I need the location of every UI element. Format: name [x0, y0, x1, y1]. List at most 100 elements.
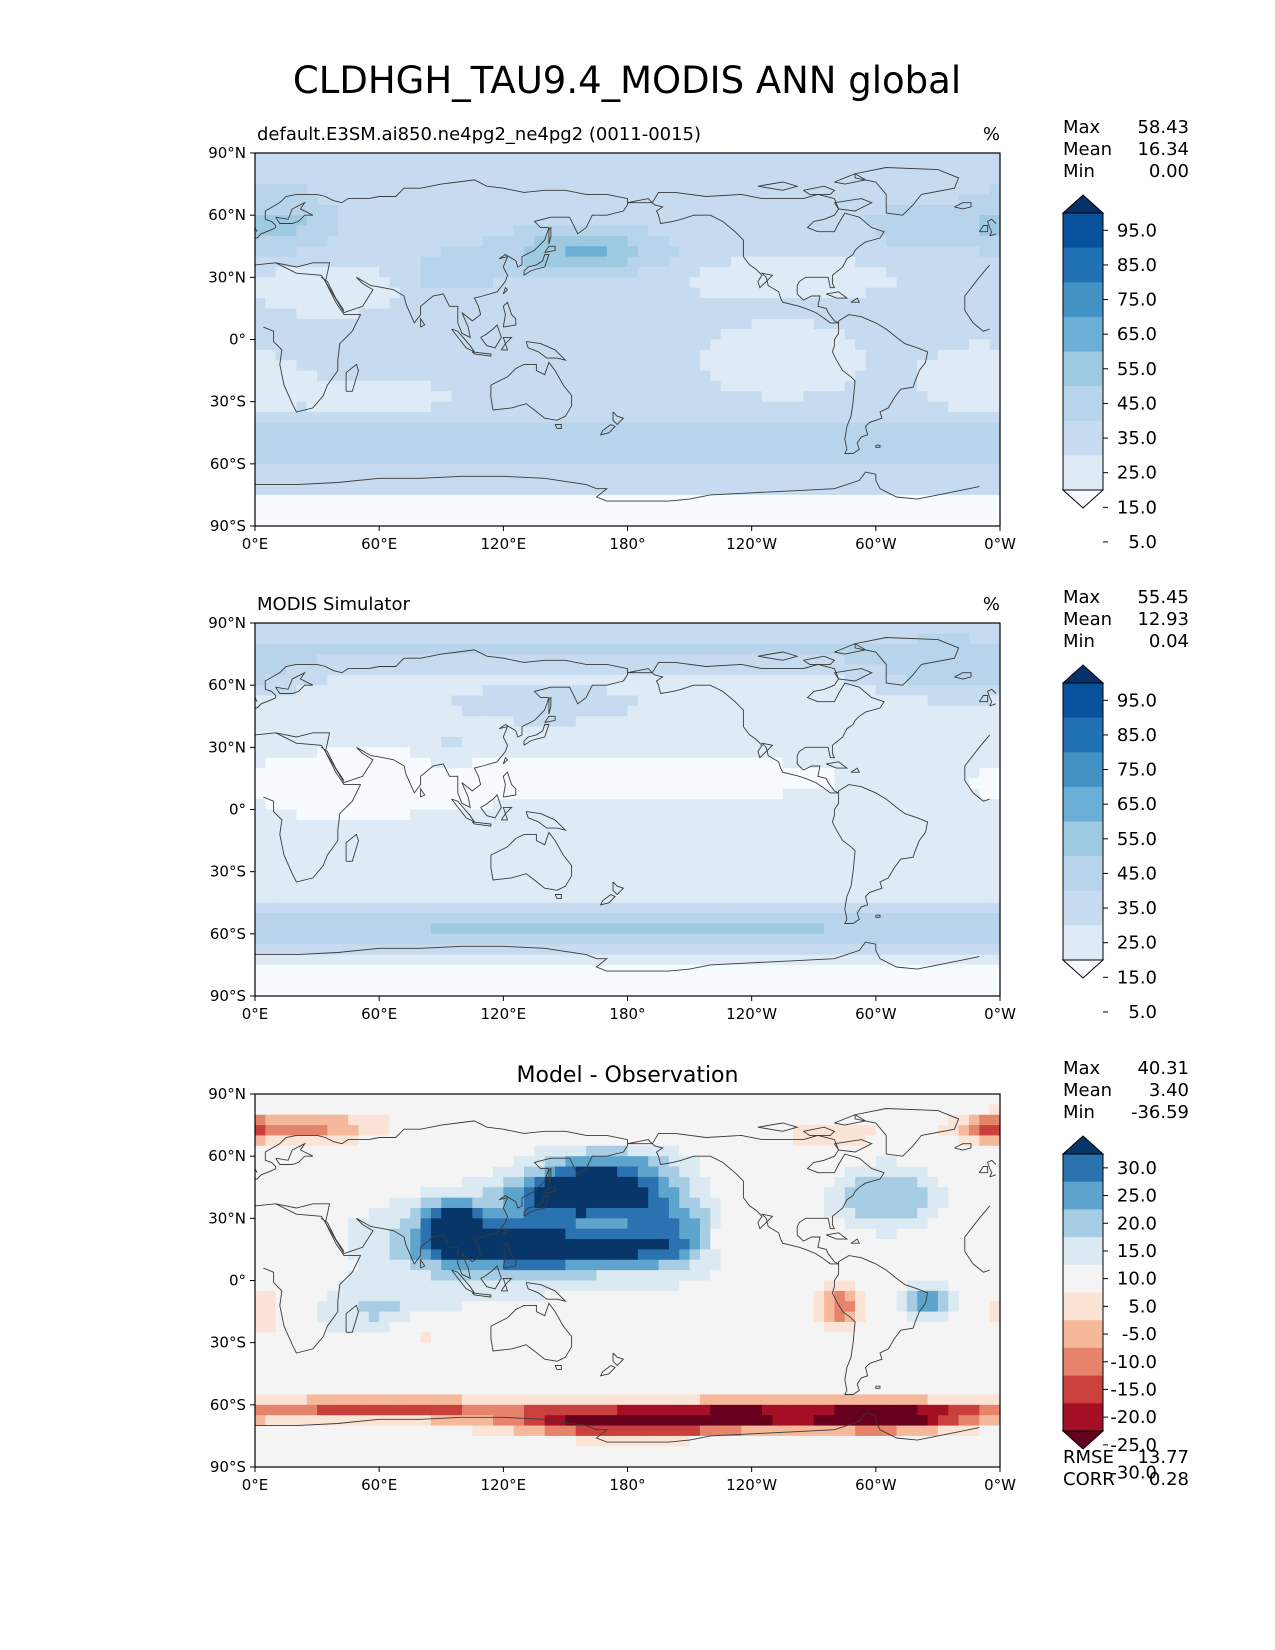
field-cell — [813, 819, 825, 831]
field-cell — [555, 287, 567, 299]
field-cell — [927, 184, 939, 196]
field-cell — [472, 757, 484, 769]
field-cell — [430, 788, 442, 800]
field-cell — [906, 913, 918, 925]
field-cell — [751, 453, 763, 465]
field-cell — [492, 505, 504, 517]
field-cell — [575, 184, 587, 196]
field-cell — [937, 902, 949, 914]
field-cell — [741, 391, 753, 403]
field-cell — [865, 173, 877, 185]
field-cell — [917, 494, 929, 506]
field-cell — [275, 944, 287, 956]
field-cell — [958, 318, 970, 330]
field-cell — [710, 840, 722, 852]
field-cell — [813, 633, 825, 645]
field-cell — [627, 246, 639, 258]
field-cell — [865, 850, 877, 862]
field-cell — [886, 194, 898, 206]
field-cell — [503, 484, 515, 496]
colorbar-frame — [1062, 212, 1104, 491]
field-cell — [368, 370, 380, 382]
field-cell — [844, 799, 856, 811]
field-cell — [503, 463, 515, 475]
field-cell — [855, 716, 867, 728]
field-cell — [358, 799, 370, 811]
field-cell — [337, 736, 349, 748]
field-cell — [762, 246, 773, 258]
field-cell — [979, 153, 991, 164]
field-cell — [492, 329, 504, 341]
field-cell — [855, 726, 867, 738]
field-cell — [793, 685, 805, 697]
field-cell — [461, 380, 473, 392]
field-cell — [834, 194, 846, 206]
field-cell — [875, 840, 887, 852]
field-cell — [430, 902, 442, 914]
field-cell — [524, 861, 535, 873]
field-cell — [720, 298, 732, 310]
field-cell — [265, 298, 277, 310]
field-cell — [441, 736, 453, 748]
field-cell — [637, 215, 649, 227]
field-cell — [989, 819, 1000, 831]
y-tick-label: 0° — [229, 331, 246, 349]
field-cell — [555, 809, 567, 821]
field-cell — [658, 184, 670, 196]
field-cell — [513, 204, 525, 216]
field-cell — [461, 308, 473, 320]
field-cell — [410, 235, 422, 247]
field-cell — [565, 308, 577, 320]
field-cell — [410, 850, 422, 862]
field-cell — [451, 944, 463, 956]
field-cell — [679, 913, 691, 925]
field-cell — [793, 173, 805, 185]
field-cell — [865, 664, 877, 676]
field-cell — [689, 623, 701, 634]
field-cell — [958, 913, 970, 925]
field-cell — [513, 256, 525, 268]
field-cell — [275, 287, 287, 299]
field-cell — [730, 923, 742, 935]
field-cell — [875, 819, 887, 831]
field-cell — [648, 153, 660, 164]
field-cell — [472, 830, 484, 842]
field-cell — [451, 298, 463, 310]
field-cell — [286, 623, 297, 634]
field-cell — [730, 747, 742, 759]
field-cell — [524, 401, 535, 413]
field-cell — [927, 329, 939, 341]
field-cell — [865, 204, 877, 216]
field-cell — [741, 768, 753, 780]
field-cell — [834, 370, 846, 382]
field-cell — [296, 716, 308, 728]
field-cell — [368, 902, 380, 914]
field-cell — [917, 349, 929, 361]
field-cell — [979, 443, 991, 455]
field-cell — [772, 643, 784, 655]
field-cell — [648, 308, 660, 320]
field-cell — [451, 799, 463, 811]
field-cell — [524, 173, 535, 185]
field-cell — [979, 277, 991, 289]
field-cell — [927, 685, 939, 697]
field-cell — [730, 778, 742, 790]
field-cell — [524, 840, 535, 852]
field-cell — [575, 153, 587, 164]
field-cell — [327, 246, 339, 258]
field-cell — [389, 923, 401, 935]
field-cell — [803, 494, 815, 506]
field-cell — [555, 757, 567, 769]
field-cell — [720, 432, 732, 444]
field-cell — [668, 204, 680, 216]
field-cell — [399, 819, 411, 831]
field-cell — [751, 505, 763, 517]
field-cell — [958, 235, 970, 247]
field-cell — [513, 163, 525, 175]
field-cell — [430, 339, 442, 351]
field-cell — [948, 830, 960, 842]
field-cell — [658, 695, 670, 707]
field-cell — [886, 664, 898, 676]
field-cell — [699, 225, 711, 237]
field-cell — [348, 923, 360, 935]
